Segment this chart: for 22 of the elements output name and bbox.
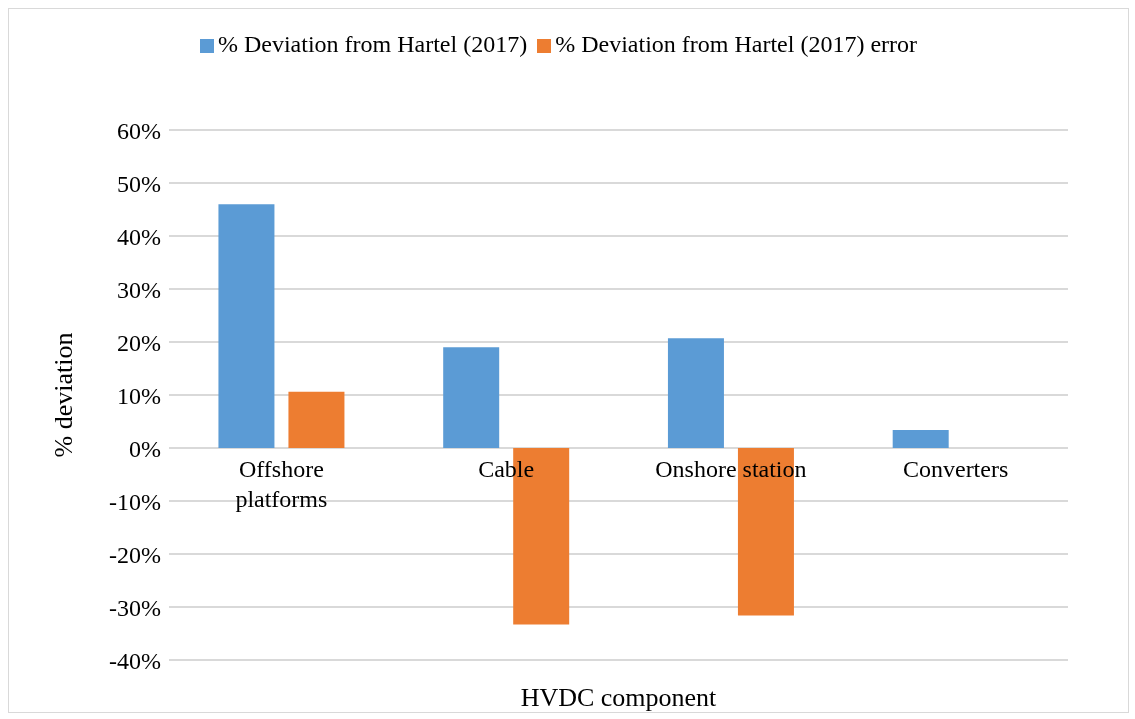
bar xyxy=(288,391,345,448)
y-tick-label: 30% xyxy=(117,276,161,303)
x-axis-title: HVDC component xyxy=(520,683,718,712)
bar xyxy=(667,338,724,448)
legend-label: % Deviation from Hartel (2017) xyxy=(217,31,528,57)
x-tick-label: Converters xyxy=(902,456,1009,483)
y-tick-label: 10% xyxy=(117,382,161,409)
y-tick-label: 20% xyxy=(117,329,161,356)
bar xyxy=(218,204,275,448)
y-tick-label: 60% xyxy=(117,117,161,144)
x-tick-label: Offshore platforms xyxy=(235,456,328,513)
y-tick-label: -40% xyxy=(109,647,162,674)
y-tick-label: -30% xyxy=(109,594,162,621)
y-tick-label: 40% xyxy=(117,223,161,250)
y-axis-title: % deviation xyxy=(49,332,79,458)
legend-label: % Deviation from Hartel (2017) error xyxy=(555,31,918,57)
y-tick-label: -10% xyxy=(109,488,162,515)
bar xyxy=(892,429,949,448)
y-tick-label: 50% xyxy=(117,170,161,197)
y-tick-label: -20% xyxy=(109,541,162,568)
bar xyxy=(443,347,500,448)
y-tick-label: 0% xyxy=(129,435,161,462)
